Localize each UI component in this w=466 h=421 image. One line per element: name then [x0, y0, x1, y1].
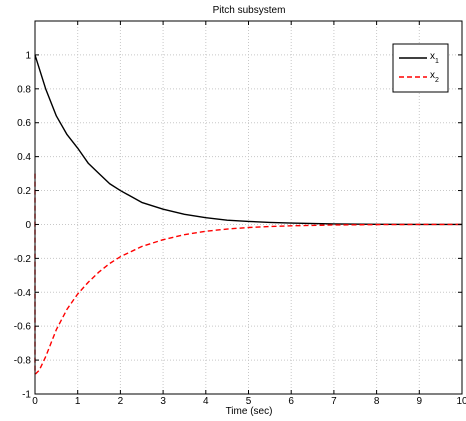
series-layer [34, 54, 462, 375]
y-tick-label: 0.8 [17, 84, 31, 95]
x-tick-label: 9 [417, 396, 423, 407]
series-line-x2 [34, 173, 462, 375]
y-tick-label: 0.4 [17, 152, 31, 163]
legend-label-x2: x2 [430, 70, 439, 84]
legend-label-x1: x1 [430, 51, 439, 65]
legend-subscript-x2: 2 [435, 77, 439, 84]
y-tick-label: 0.2 [17, 186, 31, 197]
x-tick-label: 7 [331, 396, 337, 407]
chart-title: Pitch subsystem [213, 5, 286, 16]
y-tick-label: -0.8 [14, 356, 32, 367]
x-tick-label: 0 [32, 396, 38, 407]
x-axis-label: Time (sec) [226, 406, 273, 417]
x-tick-label: 8 [374, 396, 380, 407]
series-line-x1 [34, 54, 462, 226]
x-tick-label: 1 [75, 396, 81, 407]
x-tick-label: 2 [118, 396, 124, 407]
x-tick-label: 10 [456, 396, 466, 407]
legend: x1 x2 [392, 43, 449, 93]
y-tick-label: 0 [25, 220, 31, 231]
y-tick-label: 0.6 [17, 118, 31, 129]
legend-subscript-x1: 1 [435, 58, 439, 65]
grid-lines [35, 21, 462, 394]
x-tick-label: 3 [160, 396, 166, 407]
x-tick-label: 4 [203, 396, 209, 407]
x-tick-label: 6 [288, 396, 294, 407]
y-tick-label: -0.6 [14, 322, 32, 333]
y-tick-label: 1 [25, 50, 31, 61]
y-tick-label: -0.4 [14, 288, 32, 299]
legend-box [392, 43, 449, 93]
axis-ticks: 0 1 2 3 4 5 6 7 8 9 10 -1 -0.8 -0.6 -0.4 -0.2 0 0.2 0.4 0.6… [14, 21, 466, 407]
y-tick-label: -1 [22, 390, 31, 401]
x-tick-label: 5 [246, 396, 252, 407]
y-tick-label: -0.2 [14, 254, 32, 265]
